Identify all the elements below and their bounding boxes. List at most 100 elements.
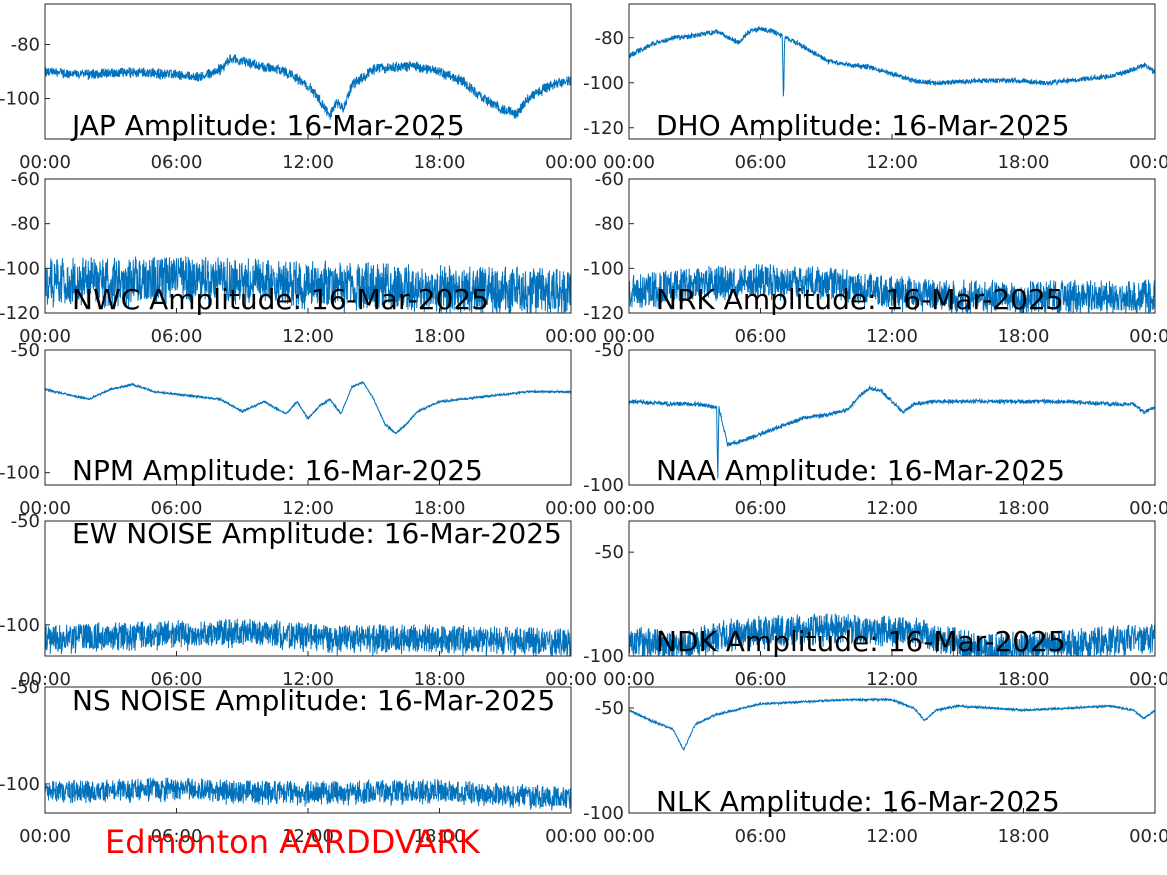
x-tick-label: 00:00 — [545, 669, 597, 690]
series-line-ew-noise — [45, 618, 571, 656]
x-tick-label: 06:00 — [151, 826, 203, 847]
x-tick-label: 06:00 — [735, 152, 787, 173]
x-tick-label: 00:00 — [19, 152, 71, 173]
x-tick-label: 18:00 — [998, 826, 1050, 847]
x-tick-label: 00:00 — [19, 326, 71, 347]
x-tick-label: 18:00 — [998, 152, 1050, 173]
y-tick-label: -100 — [0, 463, 40, 484]
panel-title-ns-noise: NS NOISE Amplitude: 16-Mar-2025 — [72, 684, 555, 717]
x-tick-label: 06:00 — [735, 498, 787, 519]
panel-title-nlk: NLK Amplitude: 16-Mar-2025 — [656, 785, 1060, 818]
x-tick-label: 00:00 — [545, 326, 597, 347]
y-tick-label: -80 — [595, 214, 624, 235]
x-tick-label: 12:00 — [282, 669, 334, 690]
y-tick-label: -50 — [595, 698, 624, 719]
x-tick-label: 12:00 — [282, 498, 334, 519]
y-tick-label: -50 — [595, 340, 624, 361]
y-tick-label: -120 — [583, 303, 624, 324]
x-tick-label: 00:00 — [1129, 326, 1167, 347]
y-tick-label: -100 — [583, 803, 624, 824]
series-line-ns-noise — [45, 777, 571, 811]
x-tick-label: 06:00 — [151, 669, 203, 690]
x-tick-label: 18:00 — [414, 326, 466, 347]
y-tick-label: -100 — [583, 646, 624, 667]
series-line-jap — [45, 54, 571, 120]
x-tick-label: 00:00 — [545, 498, 597, 519]
x-tick-label: 00:00 — [603, 326, 655, 347]
x-tick-label: 18:00 — [414, 826, 466, 847]
y-tick-label: -50 — [595, 542, 624, 563]
panel-title-dho: DHO Amplitude: 16-Mar-2025 — [656, 109, 1070, 142]
panel-title-npm: NPM Amplitude: 16-Mar-2025 — [72, 454, 483, 487]
x-tick-label: 00:00 — [1129, 152, 1167, 173]
x-tick-label: 00:00 — [1129, 498, 1167, 519]
x-tick-label: 18:00 — [414, 669, 466, 690]
series-line-ndk — [629, 613, 1155, 656]
panel-dho: -80-100-12000:0006:0012:0018:0000:00DHO … — [583, 3, 1167, 173]
x-tick-label: 00:00 — [603, 498, 655, 519]
y-tick-label: -100 — [0, 89, 40, 110]
x-tick-label: 00:00 — [19, 669, 71, 690]
x-tick-label: 12:00 — [866, 152, 918, 173]
x-tick-label: 18:00 — [998, 498, 1050, 519]
x-tick-label: 06:00 — [735, 826, 787, 847]
panel-nrk: -60-80-100-12000:0006:0012:0018:0000:00N… — [583, 169, 1167, 347]
panel-title-ndk: NDK Amplitude: 16-Mar-2025 — [656, 625, 1066, 658]
x-tick-label: 00:00 — [19, 826, 71, 847]
y-tick-label: -100 — [583, 73, 624, 94]
y-tick-label: -100 — [583, 258, 624, 279]
y-tick-label: -120 — [583, 118, 624, 139]
y-tick-label: -80 — [11, 35, 40, 56]
series-line-nlk — [629, 697, 1155, 751]
x-tick-label: 06:00 — [151, 326, 203, 347]
y-tick-label: -80 — [11, 214, 40, 235]
panel-ns-noise: -50 -100 00:00 06:00 12:00 18:00 00:00 NS NOISE… — [0, 677, 597, 847]
y-tick-label: -100 — [583, 475, 624, 496]
x-tick-label: 12:00 — [282, 826, 334, 847]
panel-title-nrk: NRK Amplitude: 16-Mar-2025 — [656, 283, 1064, 316]
y-tick-label: -50 — [11, 511, 40, 532]
x-tick-label: 18:00 — [998, 326, 1050, 347]
x-tick-label: 06:00 — [735, 669, 787, 690]
x-tick-label: 12:00 — [866, 669, 918, 690]
y-tick-label: -60 — [11, 169, 40, 190]
x-tick-label: 00:00 — [545, 826, 597, 847]
series-line-nwc — [45, 256, 571, 313]
x-tick-label: 06:00 — [151, 152, 203, 173]
x-tick-label: 00:00 — [545, 152, 597, 173]
series-line-naa — [629, 384, 1155, 479]
x-tick-label: 00:00 — [603, 669, 655, 690]
x-tick-label: 06:00 — [151, 498, 203, 519]
y-tick-label: -100 — [0, 615, 40, 636]
panel-title-naa: NAA Amplitude: 16-Mar-2025 — [656, 454, 1065, 487]
station-footer: Edmonton AARDDVARK — [105, 823, 481, 861]
x-tick-label: 12:00 — [282, 152, 334, 173]
x-tick-label: 00:00 — [603, 826, 655, 847]
x-tick-label: 06:00 — [735, 326, 787, 347]
x-tick-label: 00:00 — [1129, 669, 1167, 690]
y-tick-label: -80 — [595, 28, 624, 49]
panel-jap: -80 -100 00:00 06:00 12:00 18:00 00:00 JAP Ampl… — [0, 3, 597, 173]
y-tick-label: -100 — [0, 774, 40, 795]
series-line-dho — [629, 25, 1155, 97]
y-tick-label: -50 — [11, 340, 40, 361]
panel-title-nwc: NWC Amplitude: 16-Mar-2025 — [72, 283, 489, 316]
series-line-nrk — [629, 264, 1155, 313]
x-tick-label: 12:00 — [866, 826, 918, 847]
x-tick-label: 18:00 — [998, 669, 1050, 690]
x-tick-label: 18:00 — [414, 498, 466, 519]
x-tick-label: 12:00 — [866, 498, 918, 519]
x-tick-label: 12:00 — [866, 326, 918, 347]
x-tick-label: 18:00 — [414, 152, 466, 173]
x-tick-label: 00:00 — [603, 152, 655, 173]
series-line-npm — [45, 380, 571, 435]
panel-title-ew-noise: EW NOISE Amplitude: 16-Mar-2025 — [72, 517, 562, 550]
x-tick-label: 00:00 — [1129, 826, 1167, 847]
y-tick-label: -50 — [11, 677, 40, 698]
x-tick-label: 12:00 — [282, 326, 334, 347]
